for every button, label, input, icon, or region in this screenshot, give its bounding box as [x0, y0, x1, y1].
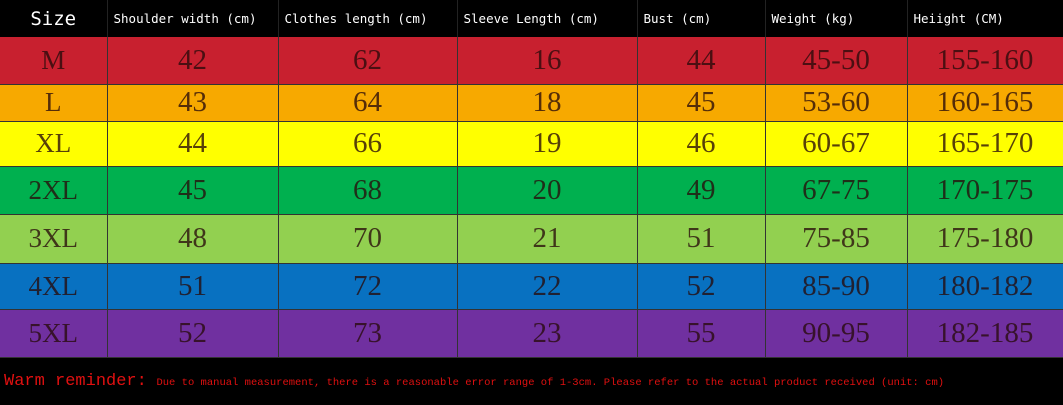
table-row: 3XL 48 70 21 51 75-85 175-180 — [0, 214, 1063, 264]
value-cell: 45 — [637, 84, 766, 122]
value-cell: 165-170 — [907, 121, 1063, 167]
value-cell: 45-50 — [765, 37, 908, 85]
value-cell: 73 — [278, 309, 458, 358]
reminder-label: Warm reminder: — [4, 372, 147, 391]
size-cell: M — [0, 37, 108, 85]
value-cell: 44 — [637, 37, 766, 85]
header-row: Size Shoulder width (cm) Clothes length (c… — [0, 0, 1063, 37]
value-cell: 21 — [457, 214, 638, 264]
value-cell: 52 — [107, 309, 279, 358]
table-row: M 42 62 16 44 45-50 155-160 — [0, 37, 1063, 85]
size-cell: 4XL — [0, 263, 108, 310]
column-header: Shoulder width (cm) — [107, 0, 279, 37]
value-cell: 20 — [457, 166, 638, 215]
value-cell: 155-160 — [907, 37, 1063, 85]
reminder-text: Due to manual measurement, there is a re… — [156, 377, 945, 389]
value-cell: 180-182 — [907, 263, 1063, 310]
value-cell: 175-180 — [907, 214, 1063, 264]
column-header: Sleeve Length (cm) — [457, 0, 638, 37]
size-cell: L — [0, 84, 108, 122]
value-cell: 53-60 — [765, 84, 908, 122]
value-cell: 43 — [107, 84, 279, 122]
value-cell: 48 — [107, 214, 279, 264]
value-cell: 16 — [457, 37, 638, 85]
value-cell: 45 — [107, 166, 279, 215]
value-cell: 22 — [457, 263, 638, 310]
value-cell: 52 — [637, 263, 766, 310]
value-cell: 51 — [107, 263, 279, 310]
warm-reminder: Warm reminder: Due to manual measurement… — [4, 372, 944, 391]
value-cell: 42 — [107, 37, 279, 85]
size-cell: XL — [0, 121, 108, 167]
value-cell: 49 — [637, 166, 766, 215]
value-cell: 72 — [278, 263, 458, 310]
value-cell: 60-67 — [765, 121, 908, 167]
table-row: 5XL 52 73 23 55 90-95 182-185 — [0, 309, 1063, 358]
size-table: Size Shoulder width (cm) Clothes length (c… — [0, 0, 1063, 358]
value-cell: 170-175 — [907, 166, 1063, 215]
value-cell: 44 — [107, 121, 279, 167]
table-row: L 43 64 18 45 53-60 160-165 — [0, 84, 1063, 122]
value-cell: 70 — [278, 214, 458, 264]
value-cell: 66 — [278, 121, 458, 167]
value-cell: 18 — [457, 84, 638, 122]
value-cell: 51 — [637, 214, 766, 264]
column-header: Weight (kg) — [765, 0, 908, 37]
size-cell: 5XL — [0, 309, 108, 358]
value-cell: 55 — [637, 309, 766, 358]
table-row: 2XL 45 68 20 49 67-75 170-175 — [0, 166, 1063, 215]
value-cell: 85-90 — [765, 263, 908, 310]
column-header: Size — [0, 0, 108, 37]
value-cell: 19 — [457, 121, 638, 167]
value-cell: 182-185 — [907, 309, 1063, 358]
value-cell: 90-95 — [765, 309, 908, 358]
table-row: XL 44 66 19 46 60-67 165-170 — [0, 121, 1063, 167]
value-cell: 67-75 — [765, 166, 908, 215]
column-header: Heiight (CM) — [907, 0, 1063, 37]
size-cell: 3XL — [0, 214, 108, 264]
size-cell: 2XL — [0, 166, 108, 215]
value-cell: 160-165 — [907, 84, 1063, 122]
value-cell: 23 — [457, 309, 638, 358]
value-cell: 46 — [637, 121, 766, 167]
value-cell: 62 — [278, 37, 458, 85]
column-header: Bust (cm) — [637, 0, 766, 37]
column-header: Clothes length (cm) — [278, 0, 458, 37]
table-row: 4XL 51 72 22 52 85-90 180-182 — [0, 263, 1063, 310]
value-cell: 64 — [278, 84, 458, 122]
value-cell: 75-85 — [765, 214, 908, 264]
value-cell: 68 — [278, 166, 458, 215]
